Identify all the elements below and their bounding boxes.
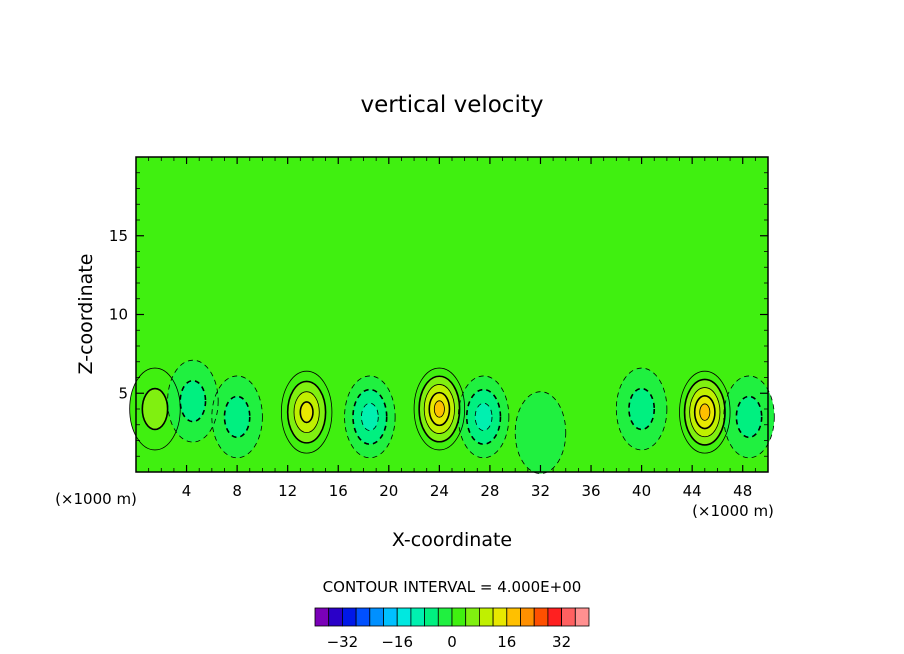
contour-line-10-2 <box>735 395 763 439</box>
x-tick-label: 24 <box>430 482 449 500</box>
colorbar-tick-label: 16 <box>497 633 516 651</box>
x-tick-label: 12 <box>278 482 297 500</box>
colorbar-tick-label: 0 <box>447 633 457 651</box>
contour-line-2-1 <box>211 375 263 459</box>
contour-line-1-1 <box>167 359 219 443</box>
x-axis-label: X-coordinate <box>392 529 512 551</box>
colorbar-swatch <box>314 607 330 627</box>
contour-line-3-1 <box>280 370 333 454</box>
colorbar-swatch <box>465 607 480 627</box>
contour-line-0-2 <box>141 387 169 431</box>
x-tick-label: 20 <box>379 482 398 500</box>
contour-cell-0-2 <box>142 388 168 430</box>
x-tick-label: 4 <box>182 482 192 500</box>
plot-area <box>129 156 775 474</box>
contour-interval-note: CONTOUR INTERVAL = 4.000E+00 <box>323 578 582 596</box>
colorbar-swatch <box>478 607 494 627</box>
contour-line-2-2 <box>223 395 251 439</box>
chart-title: vertical velocity <box>361 92 544 118</box>
colorbar-tick-label: −16 <box>381 633 413 651</box>
colorbar-tick-label: 32 <box>552 633 571 651</box>
x-tick-label: 48 <box>733 482 752 500</box>
colorbar-swatch <box>574 607 590 627</box>
contour-line-4-3 <box>361 402 379 431</box>
y-axis: 5 10 15 <box>109 172 768 457</box>
colorbar-swatch <box>355 607 371 627</box>
colorbar-swatch <box>520 607 535 627</box>
y-tick-label: 10 <box>109 306 128 324</box>
colorbar-swatch <box>341 607 357 627</box>
colorbar-swatch <box>451 607 467 627</box>
contour-line-1-2 <box>179 379 207 423</box>
contour-line-9-5 <box>699 403 711 421</box>
colorbar: −32 −16 0 16 32 <box>314 607 590 651</box>
colorbar-swatch <box>506 607 521 627</box>
contour-cell-1-2 <box>180 380 206 422</box>
contour-line-6-3 <box>474 402 493 431</box>
x-axis: 4 8 12 16 20 24 28 32 36 40 44 48 <box>148 157 756 500</box>
contour-cell-4-3 <box>361 403 379 431</box>
x-tick-label: 32 <box>531 482 550 500</box>
contour-line-5-5 <box>433 400 445 418</box>
colorbar-swatch <box>383 607 398 627</box>
colorbar-swatch <box>533 607 549 627</box>
contour-fills <box>129 360 775 474</box>
contour-line-9-3 <box>689 387 721 438</box>
x-unit-right: (×1000 m) <box>692 502 774 520</box>
contour-line-10-1 <box>723 375 775 459</box>
contour-line-5-1 <box>413 367 466 451</box>
y-tick-label: 15 <box>109 227 128 245</box>
y-tick-label: 5 <box>118 384 128 402</box>
contour-line-9-2 <box>683 378 726 446</box>
contour-lines <box>129 359 775 474</box>
contour-line-4-1 <box>344 375 396 459</box>
colorbar-swatch <box>547 607 563 627</box>
contour-line-9-1 <box>679 370 731 454</box>
contour-cell-5-5 <box>434 400 445 418</box>
contour-line-5-2 <box>418 375 461 443</box>
colorbar-swatch <box>437 607 453 627</box>
contour-line-3-3 <box>293 391 320 434</box>
contour-line-5-3 <box>423 384 455 434</box>
x-tick-label: 40 <box>632 482 651 500</box>
contour-cell-10-2 <box>736 396 762 438</box>
x-tick-label: 28 <box>480 482 499 500</box>
colorbar-swatch <box>396 607 412 627</box>
contour-line-3-4 <box>299 401 314 424</box>
contour-line-0-1 <box>129 367 181 451</box>
contour-line-6-2 <box>465 388 502 445</box>
contour-cell-2-2 <box>224 396 250 438</box>
colorbar-swatch <box>492 607 508 627</box>
contour-line-7-1 <box>514 391 567 474</box>
colorbar-swatch <box>410 607 425 627</box>
colorbar-tick-label: −32 <box>327 633 359 651</box>
x-tick-label: 36 <box>581 482 600 500</box>
contour-line-5-4 <box>428 391 451 427</box>
contour-line-8-1 <box>615 367 668 451</box>
contour-cell-9-5 <box>699 403 710 421</box>
x-unit-left: (×1000 m) <box>55 490 137 508</box>
contour-cell-3-4 <box>300 401 313 423</box>
colorbar-swatch <box>369 607 384 627</box>
colorbar-swatch <box>328 607 343 627</box>
contour-line-4-2 <box>352 388 388 445</box>
contour-cell-7-1 <box>515 391 566 474</box>
contour-line-6-1 <box>457 375 510 459</box>
x-tick-label: 44 <box>683 482 702 500</box>
contour-line-8-2 <box>628 387 656 431</box>
x-tick-label: 16 <box>329 482 348 500</box>
contour-cell-6-3 <box>475 403 493 431</box>
contour-line-9-4 <box>693 394 716 430</box>
colorbar-swatch <box>561 607 576 627</box>
colorbar-swatch <box>424 607 439 627</box>
y-axis-label: Z-coordinate <box>75 254 97 375</box>
contour-line-3-2 <box>286 380 327 444</box>
contour-cell-8-2 <box>628 388 655 430</box>
x-tick-label: 8 <box>232 482 242 500</box>
